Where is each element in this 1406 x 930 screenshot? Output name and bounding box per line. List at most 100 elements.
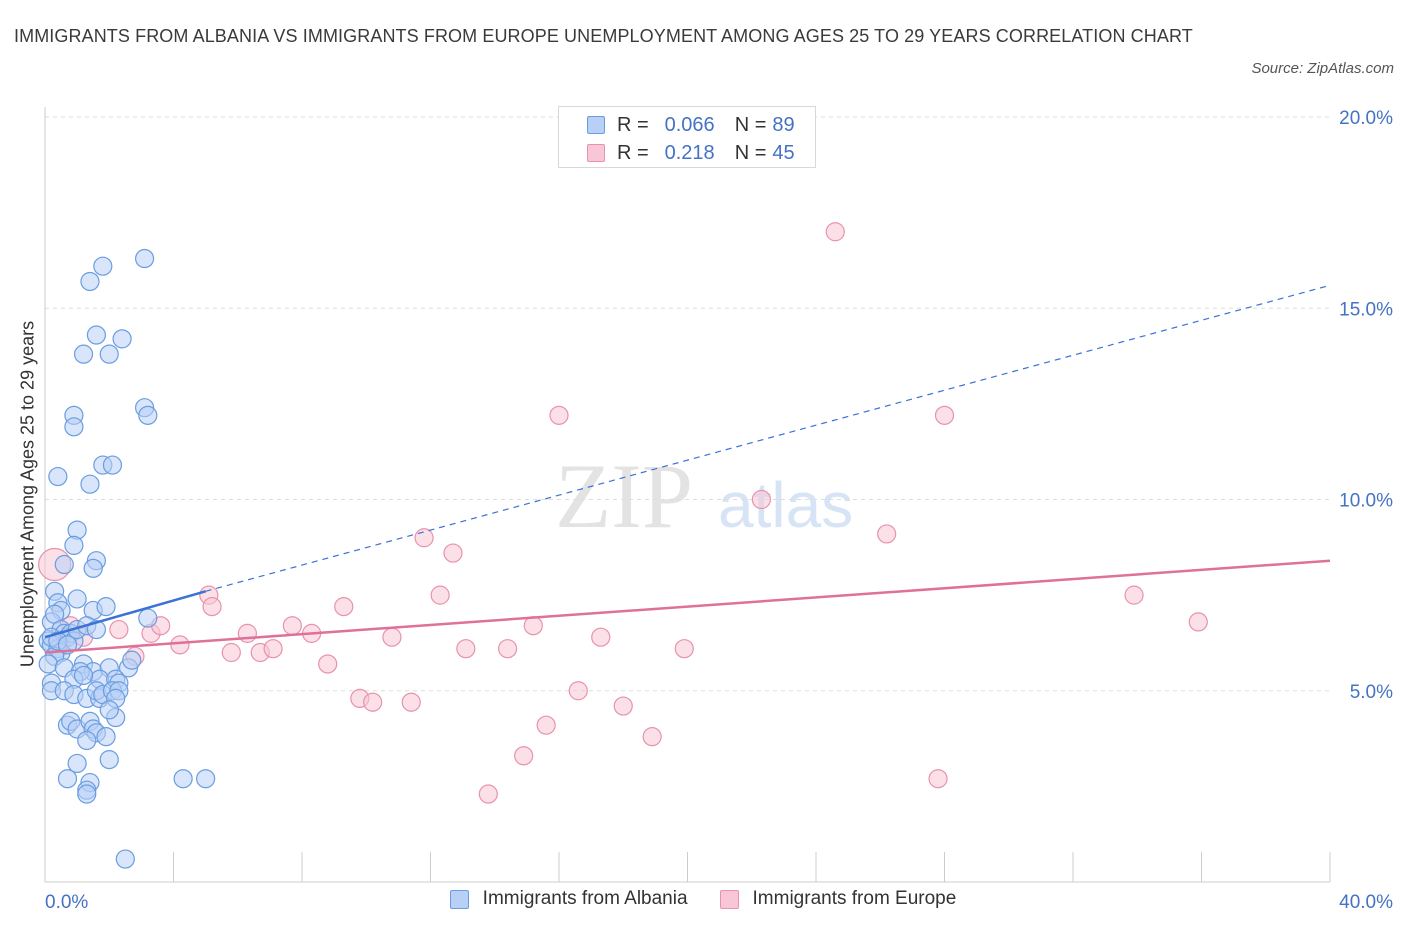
europe-point xyxy=(202,596,222,617)
europe-point xyxy=(263,639,283,659)
watermark-atlas: atlas xyxy=(718,469,853,541)
albania-n-value: 89 xyxy=(772,113,795,136)
albania-points xyxy=(38,248,216,869)
europe-point xyxy=(536,715,556,735)
albania-trend-dashed xyxy=(205,284,1331,592)
x-tick-label: 40.0% xyxy=(1339,892,1393,913)
albania-point xyxy=(83,558,103,578)
albania-point xyxy=(67,753,87,774)
europe-n-label: N = xyxy=(734,141,767,164)
europe-point xyxy=(568,681,588,701)
europe-point xyxy=(334,596,354,617)
watermark-zip: ZIP xyxy=(555,445,693,547)
europe-point xyxy=(109,619,129,640)
albania-point xyxy=(64,417,84,437)
y-axis-label: Unemployment Among Ages 25 to 29 years xyxy=(17,320,38,668)
tick-labels: 5.0% 10.0% 15.0% 20.0% 0.0% 40.0% xyxy=(45,108,1393,913)
albania-point xyxy=(67,589,87,609)
europe-point xyxy=(825,222,845,242)
europe-point xyxy=(613,696,633,716)
albania-point xyxy=(54,554,74,575)
europe-point xyxy=(549,405,569,425)
albania-r-value: 0.066 xyxy=(664,113,715,136)
europe-point xyxy=(751,489,771,510)
europe-point xyxy=(523,616,543,636)
europe-point xyxy=(382,627,402,647)
albania-point xyxy=(138,608,158,628)
grid xyxy=(45,116,1330,692)
albania-point xyxy=(73,344,94,364)
chart-title: IMMIGRANTS FROM ALBANIA VS IMMIGRANTS FR… xyxy=(14,26,1193,46)
legend-row-albania: R = 0.066 N = 89 xyxy=(587,113,795,137)
europe-point xyxy=(642,727,662,747)
europe-point xyxy=(514,746,534,766)
europe-point xyxy=(591,627,611,647)
europe-trend-line xyxy=(44,559,1331,654)
albania-point xyxy=(99,700,119,720)
series-legend: Immigrants from Albania Immigrants from … xyxy=(0,888,1406,910)
albania-legend-label: Immigrants from Albania xyxy=(482,888,688,909)
albania-point xyxy=(99,749,119,770)
albania-point xyxy=(57,769,78,789)
x-tick-label: 0.0% xyxy=(45,892,88,913)
trend-lines xyxy=(44,284,1331,654)
albania-r-label: R = xyxy=(617,113,649,136)
watermark: ZIP atlas xyxy=(555,445,853,547)
albania-point xyxy=(115,849,135,869)
europe-point xyxy=(282,616,302,636)
albania-point xyxy=(86,325,107,345)
europe-point xyxy=(456,639,476,659)
correlation-legend: R = 0.066 N = 89 R = 0.218 N = 45 xyxy=(558,106,816,168)
albania-point xyxy=(99,344,119,364)
y-tick-label: 20.0% xyxy=(1339,108,1393,129)
axes xyxy=(44,107,1331,883)
albania-legend-swatch xyxy=(449,889,469,909)
europe-point xyxy=(1188,612,1208,632)
albania-point xyxy=(96,727,116,747)
albania-swatch xyxy=(587,116,605,134)
albania-point xyxy=(173,769,193,789)
albania-point xyxy=(64,535,84,556)
albania-point xyxy=(112,329,132,349)
legend-row-europe: R = 0.218 N = 45 xyxy=(587,141,795,165)
y-tick-label: 10.0% xyxy=(1339,491,1393,512)
albania-point xyxy=(80,474,100,494)
europe-legend-swatch xyxy=(719,889,739,909)
albania-point xyxy=(77,730,97,751)
albania-point xyxy=(122,650,142,670)
albania-point xyxy=(73,665,94,686)
y-tick-label: 5.0% xyxy=(1350,682,1393,703)
albania-trend-solid xyxy=(44,590,206,639)
europe-point xyxy=(318,654,338,674)
europe-swatch xyxy=(587,144,605,162)
europe-r-label: R = xyxy=(617,141,649,164)
europe-n-value: 45 xyxy=(772,141,795,164)
europe-point xyxy=(1124,585,1144,605)
albania-point xyxy=(96,596,116,617)
albania-point xyxy=(77,784,97,804)
europe-point xyxy=(443,543,463,563)
europe-point xyxy=(170,635,190,655)
europe-point xyxy=(401,692,421,712)
europe-legend-label: Immigrants from Europe xyxy=(752,888,957,909)
europe-point xyxy=(674,639,694,659)
albania-n-label: N = xyxy=(734,113,767,136)
europe-r-value: 0.218 xyxy=(664,141,715,164)
albania-point xyxy=(80,271,100,292)
albania-point xyxy=(38,654,58,674)
europe-point xyxy=(430,585,450,605)
europe-point xyxy=(363,692,383,712)
legend-item-europe[interactable]: Immigrants from Europe xyxy=(719,888,957,910)
europe-point xyxy=(498,639,518,659)
albania-point xyxy=(196,769,216,789)
albania-point xyxy=(93,256,113,276)
legend-item-albania[interactable]: Immigrants from Albania xyxy=(449,888,688,910)
albania-point xyxy=(102,455,123,475)
y-tick-label: 15.0% xyxy=(1339,299,1393,320)
albania-point xyxy=(138,405,158,425)
source-label: Source: ZipAtlas.com xyxy=(1251,60,1394,77)
europe-point xyxy=(877,524,897,544)
europe-point xyxy=(414,528,434,548)
europe-point xyxy=(221,642,241,663)
